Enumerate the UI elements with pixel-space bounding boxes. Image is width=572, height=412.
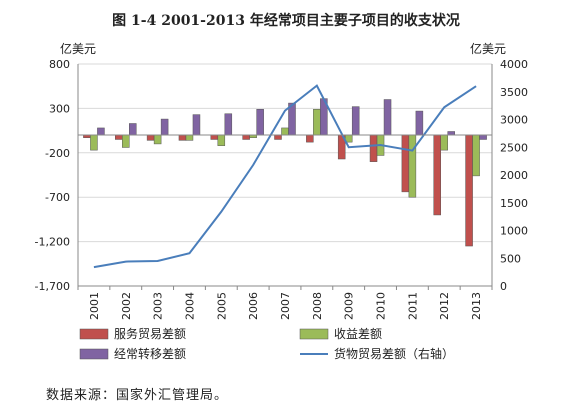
bar xyxy=(224,113,233,136)
right-tick-label: 4000 xyxy=(500,58,528,71)
bar xyxy=(160,118,169,136)
right-tick-label: 1500 xyxy=(500,197,528,210)
x-tick-label: 2007 xyxy=(279,292,292,320)
legend-label: 收益差额 xyxy=(334,327,382,341)
bar xyxy=(242,134,250,140)
x-tick-label: 2011 xyxy=(406,292,419,320)
bar xyxy=(313,109,321,136)
bar xyxy=(185,134,194,141)
x-tick-label: 2004 xyxy=(183,292,196,320)
source-note: 数据来源：国家外汇管理局。 xyxy=(46,388,229,403)
left-axis-unit: 亿美元 xyxy=(60,42,97,56)
bar xyxy=(369,134,378,162)
right-axis-unit: 亿美元 xyxy=(470,42,507,56)
bar xyxy=(440,134,448,151)
bar xyxy=(178,134,187,141)
legend-swatch xyxy=(79,348,109,360)
line-series xyxy=(93,84,477,269)
x-tick-label: 2006 xyxy=(247,292,260,320)
bar xyxy=(210,134,219,140)
bar xyxy=(90,134,98,151)
left-tick-label: -1,700 xyxy=(35,280,70,293)
left-tick-label: -1,200 xyxy=(35,236,70,249)
right-tick-label: 3500 xyxy=(500,86,528,99)
legend-swatch xyxy=(79,328,109,340)
right-tick-label: 500 xyxy=(500,252,521,265)
bar xyxy=(401,134,410,193)
left-tick-label: 800 xyxy=(49,58,70,71)
bar xyxy=(415,110,424,136)
bar xyxy=(281,127,289,136)
x-tick-label: 2013 xyxy=(470,292,483,320)
bar xyxy=(383,99,392,136)
x-tick-label: 2012 xyxy=(438,292,451,320)
left-tick-label: -200 xyxy=(45,147,70,160)
x-tick-label: 2005 xyxy=(215,292,228,320)
x-tick-label: 2003 xyxy=(152,292,165,320)
x-tick-label: 2010 xyxy=(375,292,388,320)
bar xyxy=(97,127,105,136)
bar xyxy=(465,134,473,247)
bar xyxy=(479,134,487,140)
bar xyxy=(129,123,137,136)
right-tick-label: 2500 xyxy=(500,141,528,154)
bar xyxy=(447,131,455,136)
x-tick-label: 2001 xyxy=(88,292,101,320)
gridlines xyxy=(78,63,492,287)
bar xyxy=(274,134,282,140)
legend-swatch xyxy=(299,328,329,340)
bar xyxy=(472,134,480,177)
x-tick-label: 2008 xyxy=(311,292,324,320)
legend-label: 货物贸易差额（右轴） xyxy=(334,346,454,361)
left-tick-label: -700 xyxy=(45,191,70,204)
bar xyxy=(408,134,417,198)
bar xyxy=(153,134,162,145)
x-tick-label: 2009 xyxy=(343,292,356,320)
left-tick-label: 300 xyxy=(49,102,70,115)
bar-marks xyxy=(83,98,487,247)
bar xyxy=(217,134,226,146)
bar xyxy=(115,134,123,140)
x-tick-label: 2002 xyxy=(120,292,133,320)
bar xyxy=(192,114,201,136)
bar xyxy=(433,134,441,216)
right-tick-label: 2000 xyxy=(500,169,528,182)
chart-title: 图 1-4 2001-2013 年经常项目主要子项目的收支状况 xyxy=(112,13,460,29)
bar xyxy=(122,134,130,148)
right-tick-label: 3000 xyxy=(500,114,528,127)
chart-canvas: 800 300 -200 -700 -1,200 -1,700 4000 3500 3000 25… xyxy=(35,58,528,361)
right-tick-label: 1000 xyxy=(500,225,528,238)
axes: 800 300 -200 -700 -1,200 -1,700 4000 3500 3000 25… xyxy=(35,58,528,320)
bar xyxy=(351,106,360,136)
bar xyxy=(146,134,155,141)
bar xyxy=(306,134,314,143)
bar xyxy=(256,109,264,136)
legend-label: 服务贸易差额 xyxy=(114,326,186,341)
right-tick-label: 0 xyxy=(500,280,507,293)
legend-label: 经常转移差额 xyxy=(114,346,186,361)
